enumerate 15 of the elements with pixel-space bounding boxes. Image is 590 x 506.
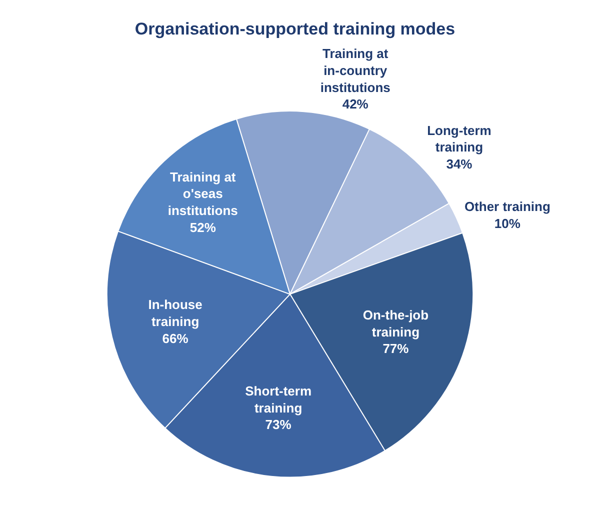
slice-label: On-the-job training (362, 307, 429, 340)
data-label: 77% (382, 341, 410, 356)
data-label: 42% (342, 96, 369, 112)
slice-label: In-house training (148, 297, 202, 330)
slice-label: Other training (464, 199, 550, 214)
slice-label: Long-term training (427, 122, 492, 155)
data-label: 66% (162, 330, 189, 346)
slice-label: Short-term training (245, 383, 312, 416)
data-label: 73% (265, 417, 292, 432)
slice-label: Training at in-country institutions (320, 46, 390, 95)
chart-title: Organisation-supported training modes (134, 20, 456, 39)
slice-label: Training at o'seas institutions (168, 169, 238, 218)
data-label: 10% (494, 216, 521, 232)
data-label: 52% (190, 220, 216, 236)
data-label: 34% (446, 156, 473, 172)
